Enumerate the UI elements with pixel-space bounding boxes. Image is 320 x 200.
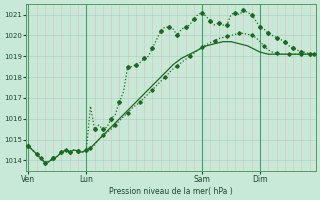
- X-axis label: Pression niveau de la mer( hPa ): Pression niveau de la mer( hPa ): [109, 187, 233, 196]
